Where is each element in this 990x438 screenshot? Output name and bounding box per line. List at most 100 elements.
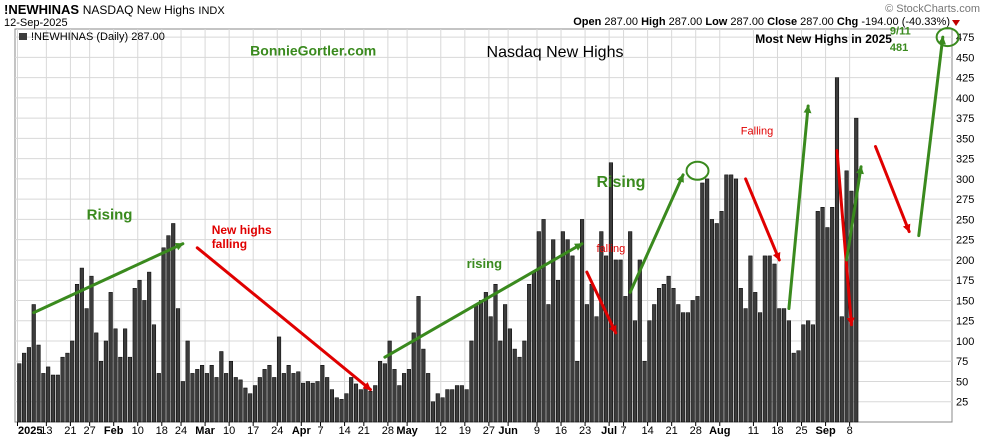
bar — [671, 288, 676, 423]
bar — [17, 363, 22, 423]
bar — [714, 223, 719, 423]
annotation-text: Rising — [87, 206, 133, 223]
bar — [464, 389, 469, 423]
bar — [185, 340, 190, 423]
bar — [830, 207, 835, 423]
x-tick-label: 14 — [641, 425, 653, 437]
bar — [406, 369, 411, 423]
bar — [214, 377, 219, 423]
x-tick-label: 11 — [748, 425, 759, 437]
bar — [320, 365, 325, 423]
x-tick-label: 13 — [40, 425, 52, 437]
red-trend-arrow — [195, 246, 372, 392]
bar — [565, 239, 570, 423]
bar — [426, 373, 431, 423]
bar — [161, 247, 166, 423]
x-tick-label: 18 — [156, 425, 168, 437]
bar — [113, 328, 118, 423]
bar — [123, 328, 128, 423]
open-label: Open — [573, 16, 602, 28]
x-tick-label: 28 — [382, 425, 394, 437]
bar — [416, 296, 421, 423]
bar — [450, 389, 455, 423]
bar — [479, 300, 484, 423]
bar — [695, 296, 700, 423]
red-trend-arrow — [835, 149, 855, 327]
bar — [512, 348, 517, 423]
plot-frame — [14, 28, 953, 423]
bar — [74, 283, 80, 423]
bar — [584, 304, 589, 423]
bar — [709, 219, 714, 423]
bar — [810, 324, 816, 423]
bar — [301, 382, 306, 423]
bar — [767, 255, 772, 423]
x-tick-label: 27 — [483, 425, 495, 437]
bar — [791, 352, 796, 423]
bar — [99, 360, 104, 423]
bar — [41, 373, 46, 423]
bar — [353, 383, 359, 423]
bar — [517, 356, 522, 423]
bar — [248, 393, 253, 423]
bar — [854, 117, 859, 423]
bar — [257, 377, 262, 423]
x-tick-label: 21 — [666, 425, 678, 437]
y-tick-label: 300 — [956, 174, 974, 186]
y-tick-label: 150 — [956, 295, 974, 307]
x-tick-label: 7 — [317, 425, 323, 437]
annotation-text: New highs — [212, 223, 272, 237]
bar — [661, 283, 666, 423]
bar — [676, 304, 681, 423]
bar — [142, 300, 147, 423]
bar — [310, 382, 315, 423]
bar — [719, 211, 724, 423]
x-tick-label: 27 — [84, 425, 96, 437]
bar — [430, 401, 436, 423]
x-tick-label: Sep — [815, 425, 835, 437]
bar — [454, 385, 460, 423]
x-tick-label: 19 — [459, 425, 471, 437]
bar — [151, 324, 157, 423]
bar — [89, 275, 94, 423]
x-tick-label: Jun — [498, 425, 518, 437]
green-trend-arrow — [787, 104, 812, 311]
bar — [219, 351, 224, 423]
y-tick-label: 475 — [956, 32, 974, 44]
bar — [498, 340, 503, 423]
bar — [60, 356, 65, 423]
red-trend-arrow — [585, 270, 618, 335]
bar — [339, 399, 344, 423]
bar — [488, 316, 493, 423]
brand-watermark: © StockCharts.com — [885, 3, 980, 15]
bars-group — [17, 77, 859, 423]
x-tick-label: Feb — [104, 425, 124, 437]
bar — [281, 373, 286, 423]
legend-text: !NEWHINAS (Daily) 287.00 — [31, 31, 165, 43]
bar — [65, 352, 70, 423]
x-tick-label: 25 — [795, 425, 807, 437]
bar — [469, 340, 474, 423]
annotation-text: falling — [212, 237, 247, 251]
bar — [527, 283, 532, 423]
bar — [171, 223, 176, 423]
x-tick-label: Aug — [709, 425, 730, 437]
y-tick-label: 325 — [956, 154, 974, 166]
ticker-exchange: INDX — [198, 5, 225, 17]
y-tick-label: 75 — [956, 356, 968, 368]
bar — [31, 304, 36, 423]
open-value: 287.00 — [604, 16, 639, 28]
bar — [440, 397, 445, 423]
bar — [373, 385, 378, 423]
bar — [531, 271, 537, 423]
bar — [421, 348, 426, 423]
bar — [834, 77, 840, 423]
annotation-text: 481 — [890, 42, 908, 54]
bar — [272, 377, 277, 423]
chg-label: Chg — [836, 16, 859, 28]
close-value: 287.00 — [800, 16, 834, 28]
x-tick-label: 28 — [690, 425, 702, 437]
bar — [402, 373, 407, 423]
bar — [325, 377, 330, 423]
